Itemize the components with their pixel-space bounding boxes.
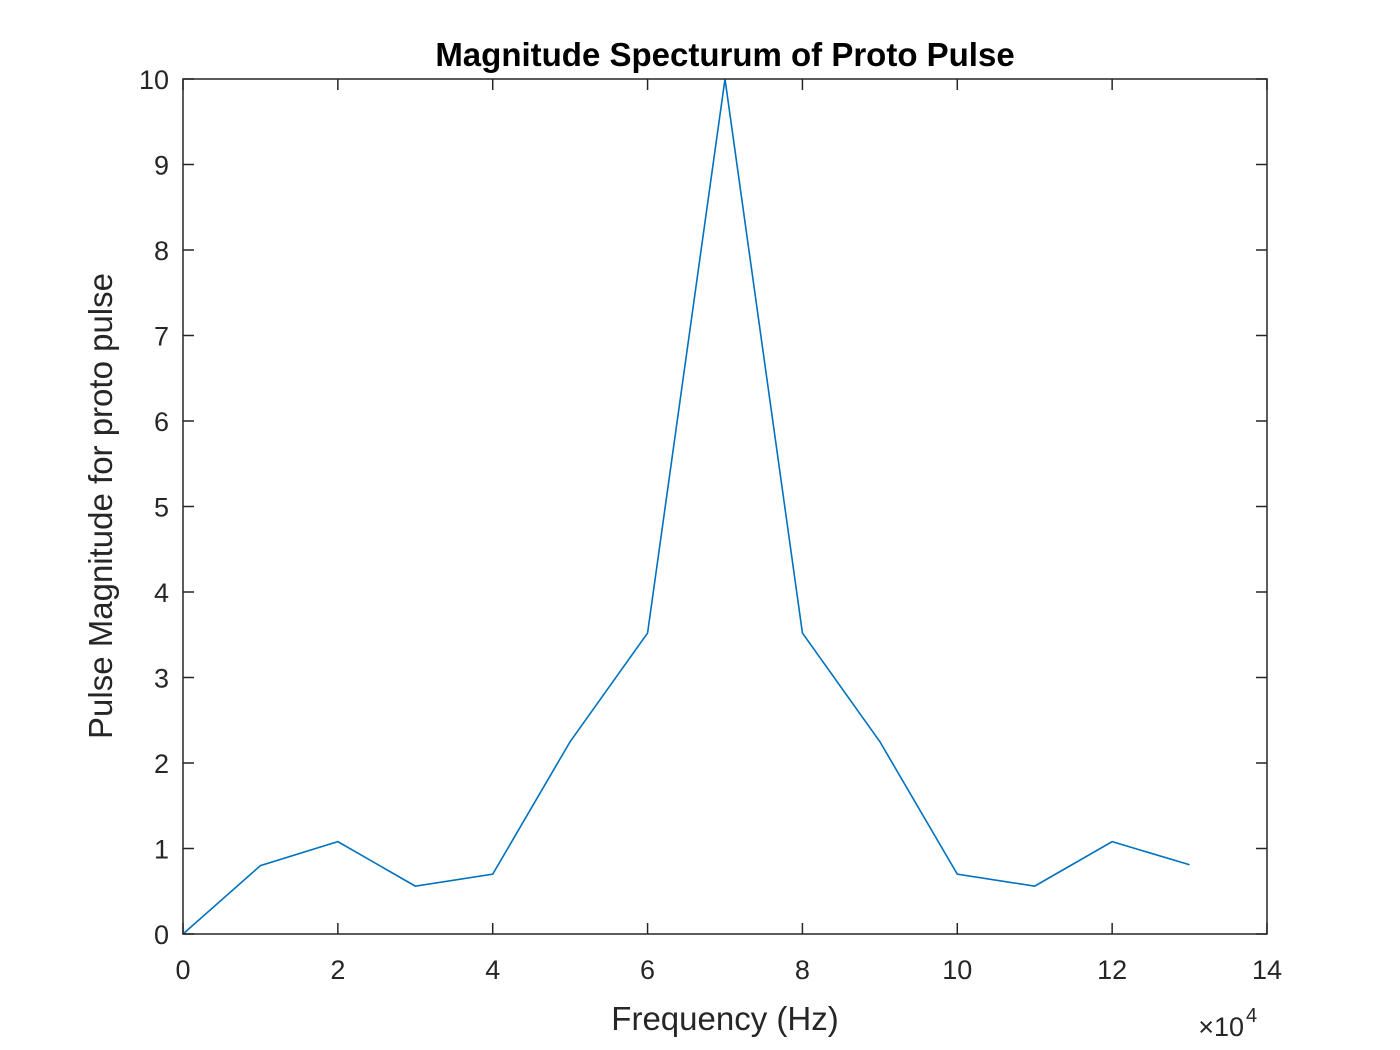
y-tick-label: 0 bbox=[154, 920, 169, 950]
y-tick-label: 5 bbox=[154, 493, 169, 523]
y-tick-label: 4 bbox=[154, 578, 169, 608]
y-axis-label: Pulse Magnitude for proto pulse bbox=[82, 273, 119, 739]
x-tick-label: 6 bbox=[640, 955, 655, 985]
y-tick-label: 7 bbox=[154, 322, 169, 352]
x-tick-label: 14 bbox=[1252, 955, 1282, 985]
x-exponent-label: ×10 bbox=[1198, 1012, 1244, 1042]
plot-frame bbox=[182, 78, 1268, 935]
x-tick-label: 12 bbox=[1097, 955, 1127, 985]
x-tick-label: 10 bbox=[942, 955, 972, 985]
chart-title: Magnitude Specturum of Proto Pulse bbox=[435, 36, 1014, 73]
y-tick-label: 8 bbox=[154, 236, 169, 266]
series-layer bbox=[182, 78, 1190, 935]
series-line bbox=[182, 78, 1190, 935]
y-tick-label: 2 bbox=[154, 749, 169, 779]
y-tick-label: 10 bbox=[139, 65, 169, 95]
x-exponent-power: 4 bbox=[1246, 1005, 1257, 1027]
plot-area bbox=[183, 79, 1267, 934]
y-tick-label: 9 bbox=[154, 151, 169, 181]
y-tick-label: 3 bbox=[154, 664, 169, 694]
x-axis-label: Frequency (Hz) bbox=[611, 1000, 838, 1037]
y-tick-label: 6 bbox=[154, 407, 169, 437]
x-tick-label: 2 bbox=[330, 955, 345, 985]
x-tick-label: 4 bbox=[485, 955, 500, 985]
y-tick-label: 1 bbox=[154, 835, 169, 865]
x-tick-label: 0 bbox=[175, 955, 190, 985]
x-tick-label: 8 bbox=[795, 955, 810, 985]
